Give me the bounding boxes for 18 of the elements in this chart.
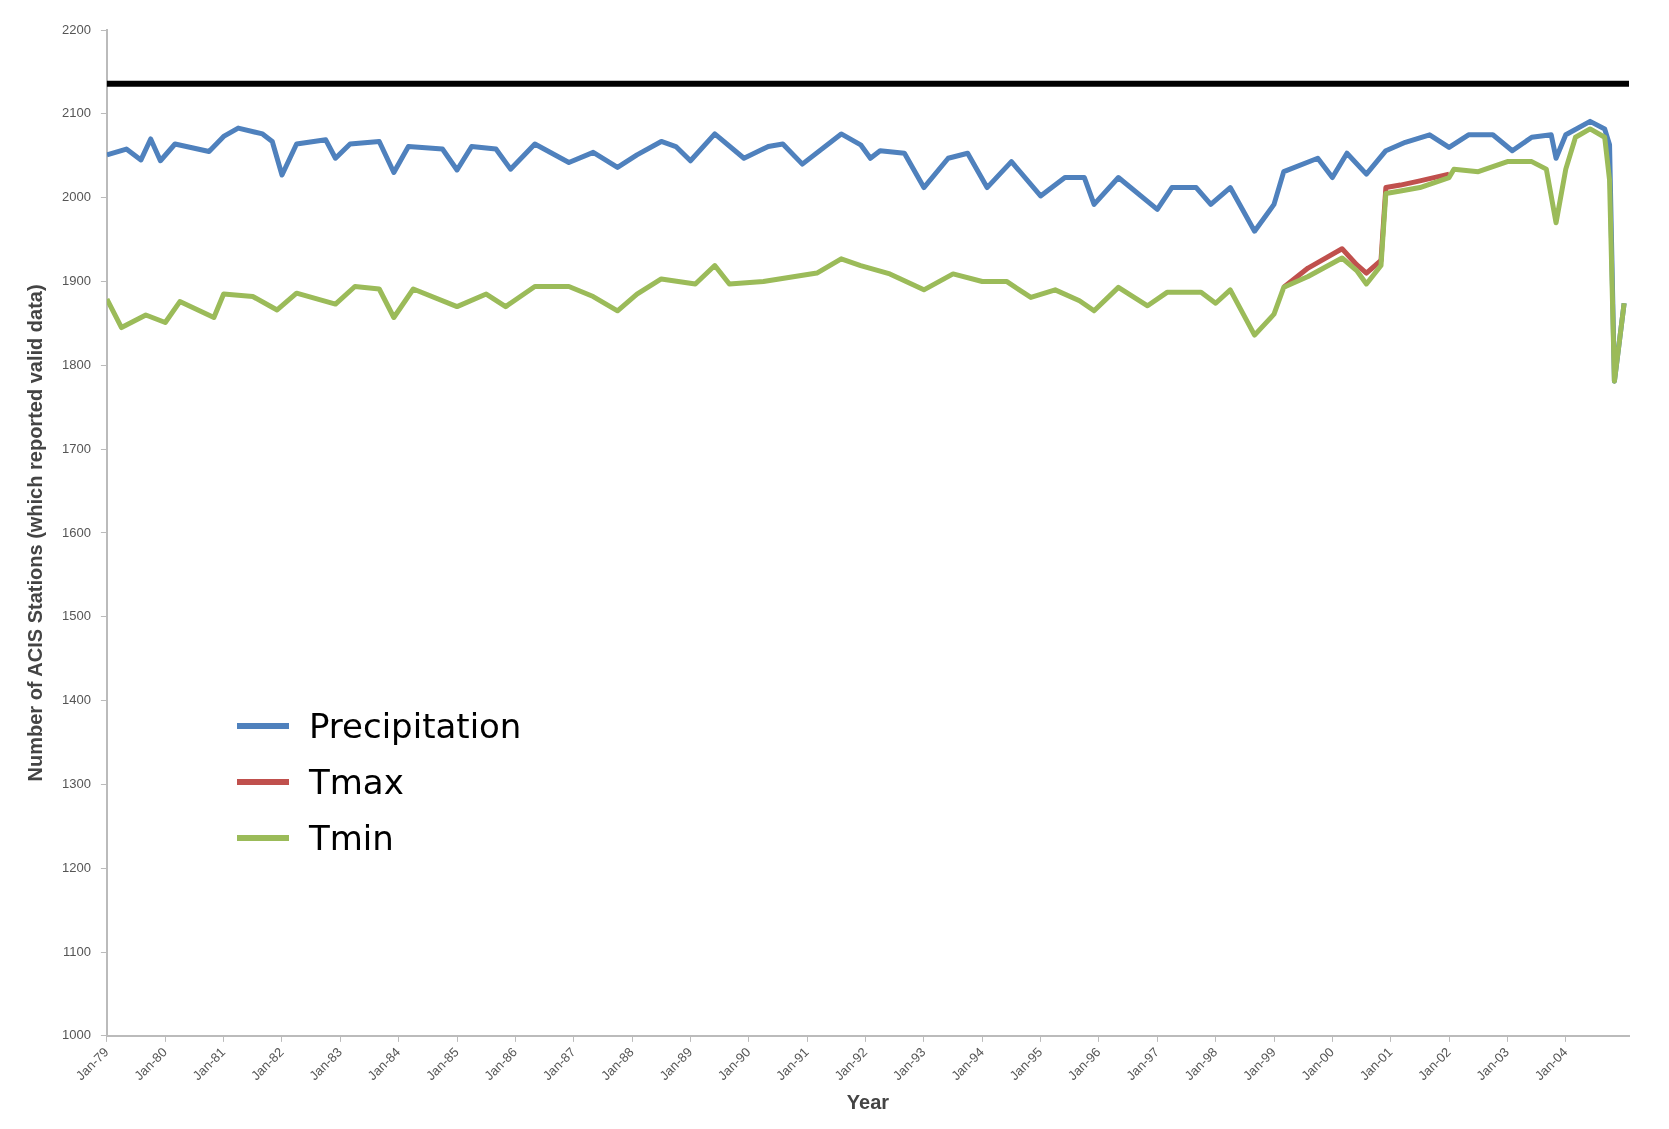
legend-label: Tmax xyxy=(308,761,404,802)
y-tick-label: 1300 xyxy=(62,775,91,791)
legend-label: Tmin xyxy=(308,817,394,858)
y-tick-label: 2000 xyxy=(62,189,91,205)
y-tick-label: 1700 xyxy=(62,440,91,456)
y-tick-label: 1800 xyxy=(62,356,91,372)
y-tick-label: 1200 xyxy=(62,859,91,875)
y-tick-label: 1400 xyxy=(62,692,91,708)
y-tick-label: 1100 xyxy=(62,943,91,959)
y-tick-label: 1900 xyxy=(62,273,91,289)
y-tick-label: 1500 xyxy=(62,608,91,624)
y-tick-label: 1000 xyxy=(62,1027,91,1043)
x-axis-title: Year xyxy=(846,1090,890,1113)
legend-label: Precipitation xyxy=(308,705,522,746)
y-axis-title: Number of ACIS Stations (which reported valid data) xyxy=(23,284,46,782)
y-tick-label: 2200 xyxy=(62,21,91,37)
y-tick-label: 1600 xyxy=(62,524,91,540)
y-tick-label: 2100 xyxy=(62,105,91,121)
